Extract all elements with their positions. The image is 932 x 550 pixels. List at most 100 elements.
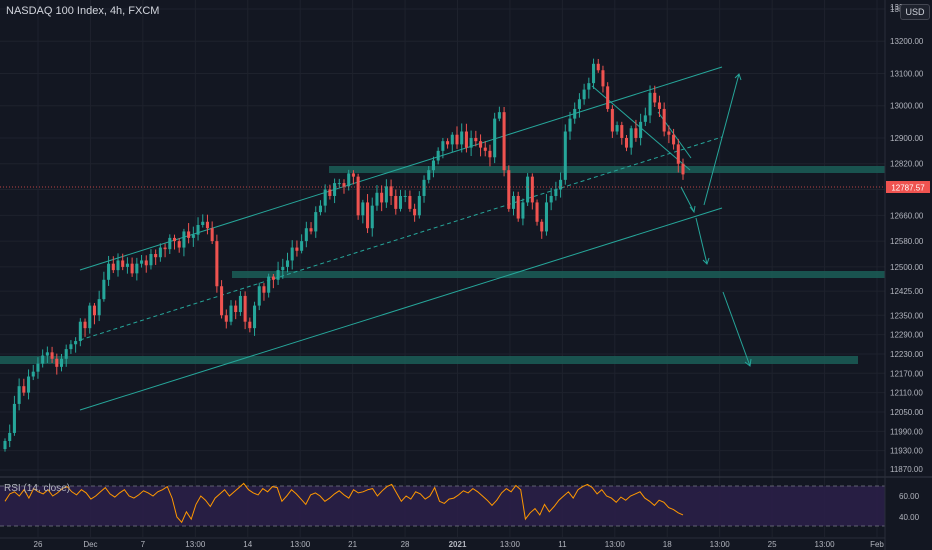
candle-down[interactable] <box>309 222 313 235</box>
candle-up[interactable] <box>460 123 464 153</box>
candle-up[interactable] <box>427 165 431 184</box>
candle-up[interactable] <box>257 282 261 311</box>
candle-down[interactable] <box>154 249 158 265</box>
candle-down[interactable] <box>50 346 54 363</box>
candle-up[interactable] <box>196 217 200 241</box>
currency-badge[interactable]: USD <box>900 4 930 20</box>
candle-down[interactable] <box>248 317 252 333</box>
candle-up[interactable] <box>511 191 516 216</box>
candle-down[interactable] <box>474 130 478 147</box>
candle-down[interactable] <box>220 280 224 319</box>
support-zone-lower[interactable] <box>0 356 858 364</box>
candle-up[interactable] <box>544 194 548 236</box>
candle-up[interactable] <box>559 172 563 198</box>
candle-up[interactable] <box>615 121 619 135</box>
candle-up[interactable] <box>643 107 647 127</box>
arrow-down-long[interactable] <box>722 291 751 367</box>
candle-up[interactable] <box>69 340 73 354</box>
candle-up[interactable] <box>125 257 129 274</box>
candle-up[interactable] <box>8 424 12 448</box>
candle-down[interactable] <box>328 184 332 200</box>
candle-down[interactable] <box>530 173 534 210</box>
candle-down[interactable] <box>111 256 115 274</box>
candle-up[interactable] <box>107 255 111 286</box>
candle-up[interactable] <box>12 395 16 436</box>
candle-up[interactable] <box>102 271 106 302</box>
candle-down[interactable] <box>540 219 544 239</box>
candle-up[interactable] <box>318 200 322 216</box>
candle-up[interactable] <box>238 291 242 316</box>
candle-down[interactable] <box>342 179 346 194</box>
candle-down[interactable] <box>83 318 87 337</box>
candle-down[interactable] <box>502 107 506 177</box>
candle-down[interactable] <box>130 257 134 277</box>
candle-up[interactable] <box>592 58 596 89</box>
candle-down[interactable] <box>516 191 520 222</box>
candle-down[interactable] <box>356 173 360 220</box>
candle-down[interactable] <box>483 141 487 157</box>
candle-down[interactable] <box>144 255 148 273</box>
candle-down[interactable] <box>676 138 680 173</box>
candle-down[interactable] <box>271 273 275 289</box>
channel-median-line[interactable] <box>79 136 723 341</box>
candle-up[interactable] <box>64 344 68 367</box>
candle-down[interactable] <box>488 144 492 167</box>
candle-up[interactable] <box>290 240 294 270</box>
candle-down[interactable] <box>479 134 483 157</box>
candle-up[interactable] <box>201 214 205 228</box>
candle-up[interactable] <box>3 438 7 452</box>
candle-down[interactable] <box>394 189 398 215</box>
arrow-down-mid[interactable] <box>695 217 708 265</box>
candle-up[interactable] <box>74 337 78 353</box>
resistance-zone-upper[interactable] <box>329 166 885 173</box>
channel-lower-line[interactable] <box>79 207 723 411</box>
candle-up[interactable] <box>135 257 139 281</box>
candle-down[interactable] <box>624 135 629 152</box>
candle-up[interactable] <box>450 132 454 153</box>
candle-up[interactable] <box>493 112 497 164</box>
candle-down[interactable] <box>681 158 685 180</box>
candle-up[interactable] <box>526 173 530 206</box>
candle-up[interactable] <box>27 369 31 400</box>
candle-down[interactable] <box>224 309 228 329</box>
candle-up[interactable] <box>436 147 440 165</box>
candle-up[interactable] <box>375 185 379 211</box>
candle-up[interactable] <box>422 175 426 203</box>
candle-up[interactable] <box>158 243 162 262</box>
candle-up[interactable] <box>469 130 473 157</box>
candle-up[interactable] <box>431 156 435 178</box>
candle-up[interactable] <box>31 364 35 381</box>
candle-down[interactable] <box>121 253 125 271</box>
candle-up[interactable] <box>563 124 567 185</box>
candle-down[interactable] <box>601 65 605 93</box>
support-zone-middle[interactable] <box>232 271 885 278</box>
channel-upper-line[interactable] <box>79 66 723 271</box>
candle-up[interactable] <box>253 301 257 336</box>
candle-up[interactable] <box>140 254 144 268</box>
candle-down[interactable] <box>351 170 355 185</box>
candle-down[interactable] <box>172 234 177 250</box>
candle-down[interactable] <box>606 82 610 112</box>
candle-up[interactable] <box>549 187 553 211</box>
candle-down[interactable] <box>408 190 412 212</box>
candle-up[interactable] <box>36 357 40 379</box>
candle-down[interactable] <box>295 240 299 257</box>
candle-up[interactable] <box>88 302 92 334</box>
candle-up[interactable] <box>17 378 21 411</box>
candle-up[interactable] <box>403 190 407 203</box>
candle-up[interactable] <box>78 318 82 347</box>
candle-down[interactable] <box>205 214 209 235</box>
candle-up[interactable] <box>59 353 64 372</box>
candle-up[interactable] <box>168 234 172 255</box>
candle-down[interactable] <box>653 85 657 108</box>
candle-down[interactable] <box>413 203 417 222</box>
candle-up[interactable] <box>337 178 341 187</box>
candle-down[interactable] <box>610 105 614 138</box>
candle-down[interactable] <box>667 125 671 144</box>
candle-down[interactable] <box>455 126 459 149</box>
candle-up[interactable] <box>300 234 304 254</box>
time-axis[interactable]: 26 Dec 7 13:00 14 13:00 21 28 2021 13:00 11 13:00 18… <box>0 537 885 549</box>
candle-up[interactable] <box>417 191 421 219</box>
candle-down[interactable] <box>464 123 468 153</box>
